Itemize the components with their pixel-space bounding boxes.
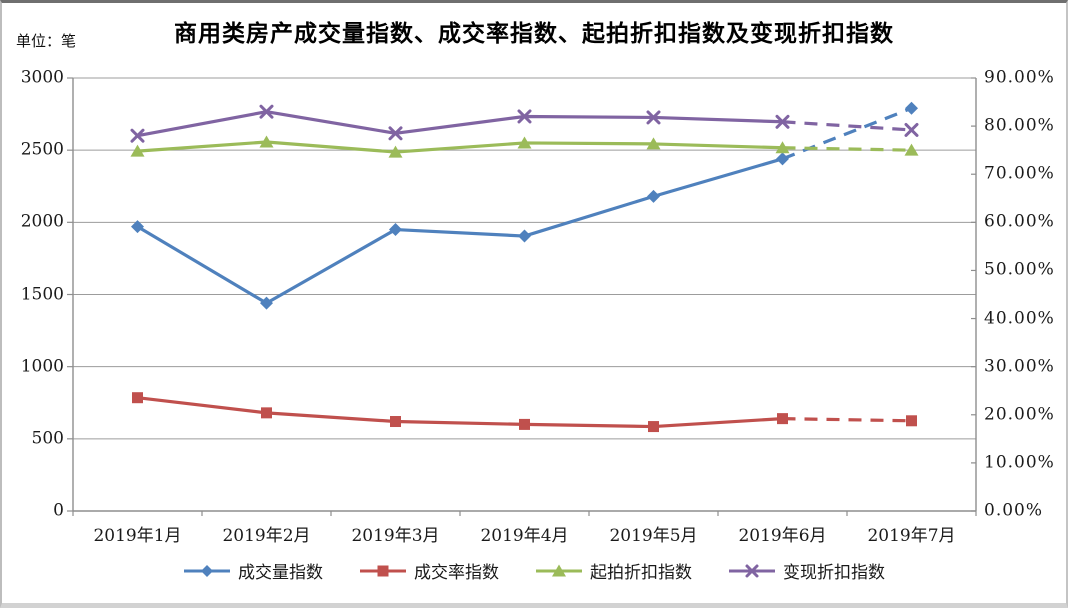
x-axis-tick-label: 2019年5月 (609, 526, 698, 546)
legend-label: 成交量指数 (238, 563, 323, 583)
series-line-成交率指数 (137, 396, 783, 429)
left-axis-tick-label: 1500 (20, 284, 64, 305)
series-line-变现折扣指数 (137, 110, 783, 138)
legend-label: 起拍折扣指数 (590, 563, 692, 583)
x-axis-tick-label: 2019年3月 (351, 526, 440, 546)
legend-marker-diamond (184, 564, 230, 577)
triangle-marker (775, 141, 790, 154)
right-axis-tick-label: 80.00% (984, 115, 1055, 136)
right-axis-tick-label: 0.00% (984, 500, 1044, 521)
triangle-marker (259, 135, 274, 148)
square-marker (519, 418, 530, 430)
left-axis-tick-label: 3000 (20, 67, 64, 88)
triangle-marker (388, 145, 403, 158)
right-axis-tick-label: 10.00% (984, 452, 1055, 473)
square-marker (777, 413, 788, 425)
right-axis-tick-label: 40.00% (984, 308, 1055, 329)
series-line-起拍折扣指数 (137, 140, 783, 154)
right-axis-tick-label: 70.00% (984, 163, 1055, 184)
right-axis-tick-label: 60.00% (984, 211, 1055, 232)
diamond-marker (905, 101, 918, 115)
x-marker (646, 110, 661, 125)
right-axis-tick-label: 30.00% (984, 356, 1055, 377)
series-dashed-成交率指数 (782, 417, 912, 423)
diamond-marker (389, 223, 402, 237)
left-axis-tick-label: 0 (53, 500, 64, 521)
x-marker (775, 114, 790, 129)
legend-label: 成交率指数 (414, 563, 499, 583)
x-axis-tick-label: 2019年6月 (738, 526, 827, 546)
right-axis-tick-label: 90.00% (984, 67, 1055, 88)
legend-item-成交量指数: 成交量指数 (183, 558, 323, 583)
legend-item-成交率指数: 成交率指数 (359, 558, 499, 583)
x-axis-tick-label: 2019年4月 (480, 526, 569, 546)
x-marker (517, 109, 532, 124)
left-axis-tick-label: 2500 (20, 139, 64, 160)
left-axis-tick-label: 500 (31, 428, 64, 449)
square-marker (648, 421, 659, 433)
legend-label: 变现折扣指数 (783, 563, 885, 583)
x-axis-tick-label: 2019年2月 (222, 526, 311, 546)
square-marker (390, 416, 401, 428)
legend-marker-triangle (536, 564, 582, 576)
right-axis-tick-label: 50.00% (984, 260, 1055, 281)
triangle-marker (904, 143, 919, 156)
diamond-marker (776, 152, 789, 166)
series-dashed-成交量指数 (781, 106, 913, 161)
x-axis-tick-label: 2019年1月 (93, 526, 182, 546)
unit-label: 单位：笔 (16, 32, 77, 50)
plot-area (67, 77, 977, 516)
legend-marker-x (729, 564, 775, 577)
triangle-marker (517, 136, 532, 149)
diamond-marker (131, 220, 144, 234)
legend: 成交量指数 成交率指数 起拍折扣指数 变现折扣指数 (2, 558, 1066, 583)
triangle-marker (130, 144, 145, 157)
triangle-marker (646, 137, 661, 150)
legend-marker-square (360, 565, 406, 576)
x-marker (388, 126, 403, 141)
chart-title: 商用类房产成交量指数、成交率指数、起拍折扣指数及变现折扣指数 (174, 20, 894, 47)
x-axis-tick-label: 2019年7月 (867, 526, 956, 546)
left-axis-tick-label: 1000 (20, 356, 64, 377)
diamond-marker (647, 189, 660, 203)
square-marker (132, 392, 143, 404)
series-line-成交量指数 (136, 157, 783, 305)
x-marker (259, 104, 274, 119)
x-marker (904, 122, 919, 137)
left-axis-tick-label: 2000 (20, 211, 64, 232)
legend-item-变现折扣指数: 变现折扣指数 (728, 558, 885, 583)
diamond-marker (518, 229, 531, 243)
series-dashed-变现折扣指数 (782, 120, 912, 132)
diamond-marker (260, 296, 273, 310)
square-marker (906, 415, 917, 427)
square-marker (261, 407, 272, 419)
right-axis-tick-label: 20.00% (984, 404, 1055, 425)
legend-item-起拍折扣指数: 起拍折扣指数 (535, 558, 692, 583)
x-marker (130, 128, 145, 143)
